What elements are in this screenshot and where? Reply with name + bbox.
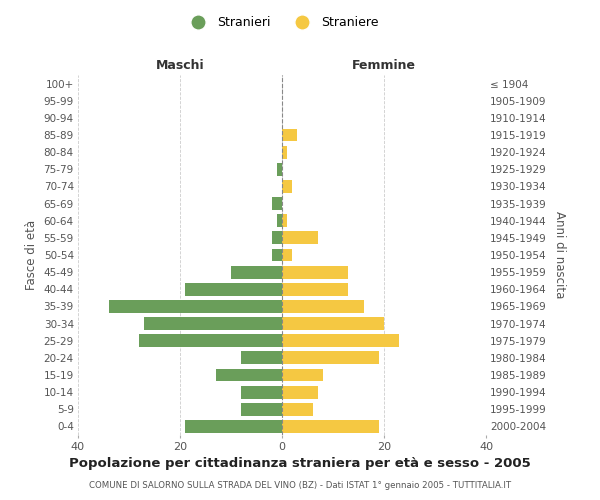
Y-axis label: Fasce di età: Fasce di età [25, 220, 38, 290]
Text: Popolazione per cittadinanza straniera per età e sesso - 2005: Popolazione per cittadinanza straniera p… [69, 458, 531, 470]
Bar [185, 420, 282, 433]
Bar [282, 214, 287, 227]
Text: COMUNE DI SALORNO SULLA STRADA DEL VINO (BZ) - Dati ISTAT 1° gennaio 2005 - TUTT: COMUNE DI SALORNO SULLA STRADA DEL VINO … [89, 481, 511, 490]
Bar [272, 248, 282, 262]
Bar [241, 386, 282, 398]
Bar [241, 352, 282, 364]
Bar [282, 420, 379, 433]
Bar [241, 403, 282, 415]
Bar [185, 283, 282, 296]
Bar [282, 146, 287, 158]
Bar [216, 368, 282, 382]
Bar [272, 197, 282, 210]
Legend: Stranieri, Straniere: Stranieri, Straniere [181, 11, 383, 34]
Bar [282, 334, 400, 347]
Bar [145, 317, 282, 330]
Bar [282, 248, 292, 262]
Text: Femmine: Femmine [352, 58, 416, 71]
Bar [282, 128, 298, 141]
Bar [231, 266, 282, 278]
Bar [282, 266, 349, 278]
Bar [277, 214, 282, 227]
Y-axis label: Anni di nascita: Anni di nascita [553, 212, 566, 298]
Bar [282, 386, 318, 398]
Text: Maschi: Maschi [155, 58, 205, 71]
Bar [109, 300, 282, 313]
Bar [282, 300, 364, 313]
Bar [282, 368, 323, 382]
Bar [277, 163, 282, 175]
Bar [282, 283, 349, 296]
Bar [282, 180, 292, 193]
Bar [282, 317, 384, 330]
Bar [139, 334, 282, 347]
Bar [282, 232, 318, 244]
Bar [282, 352, 379, 364]
Bar [272, 232, 282, 244]
Bar [282, 403, 313, 415]
